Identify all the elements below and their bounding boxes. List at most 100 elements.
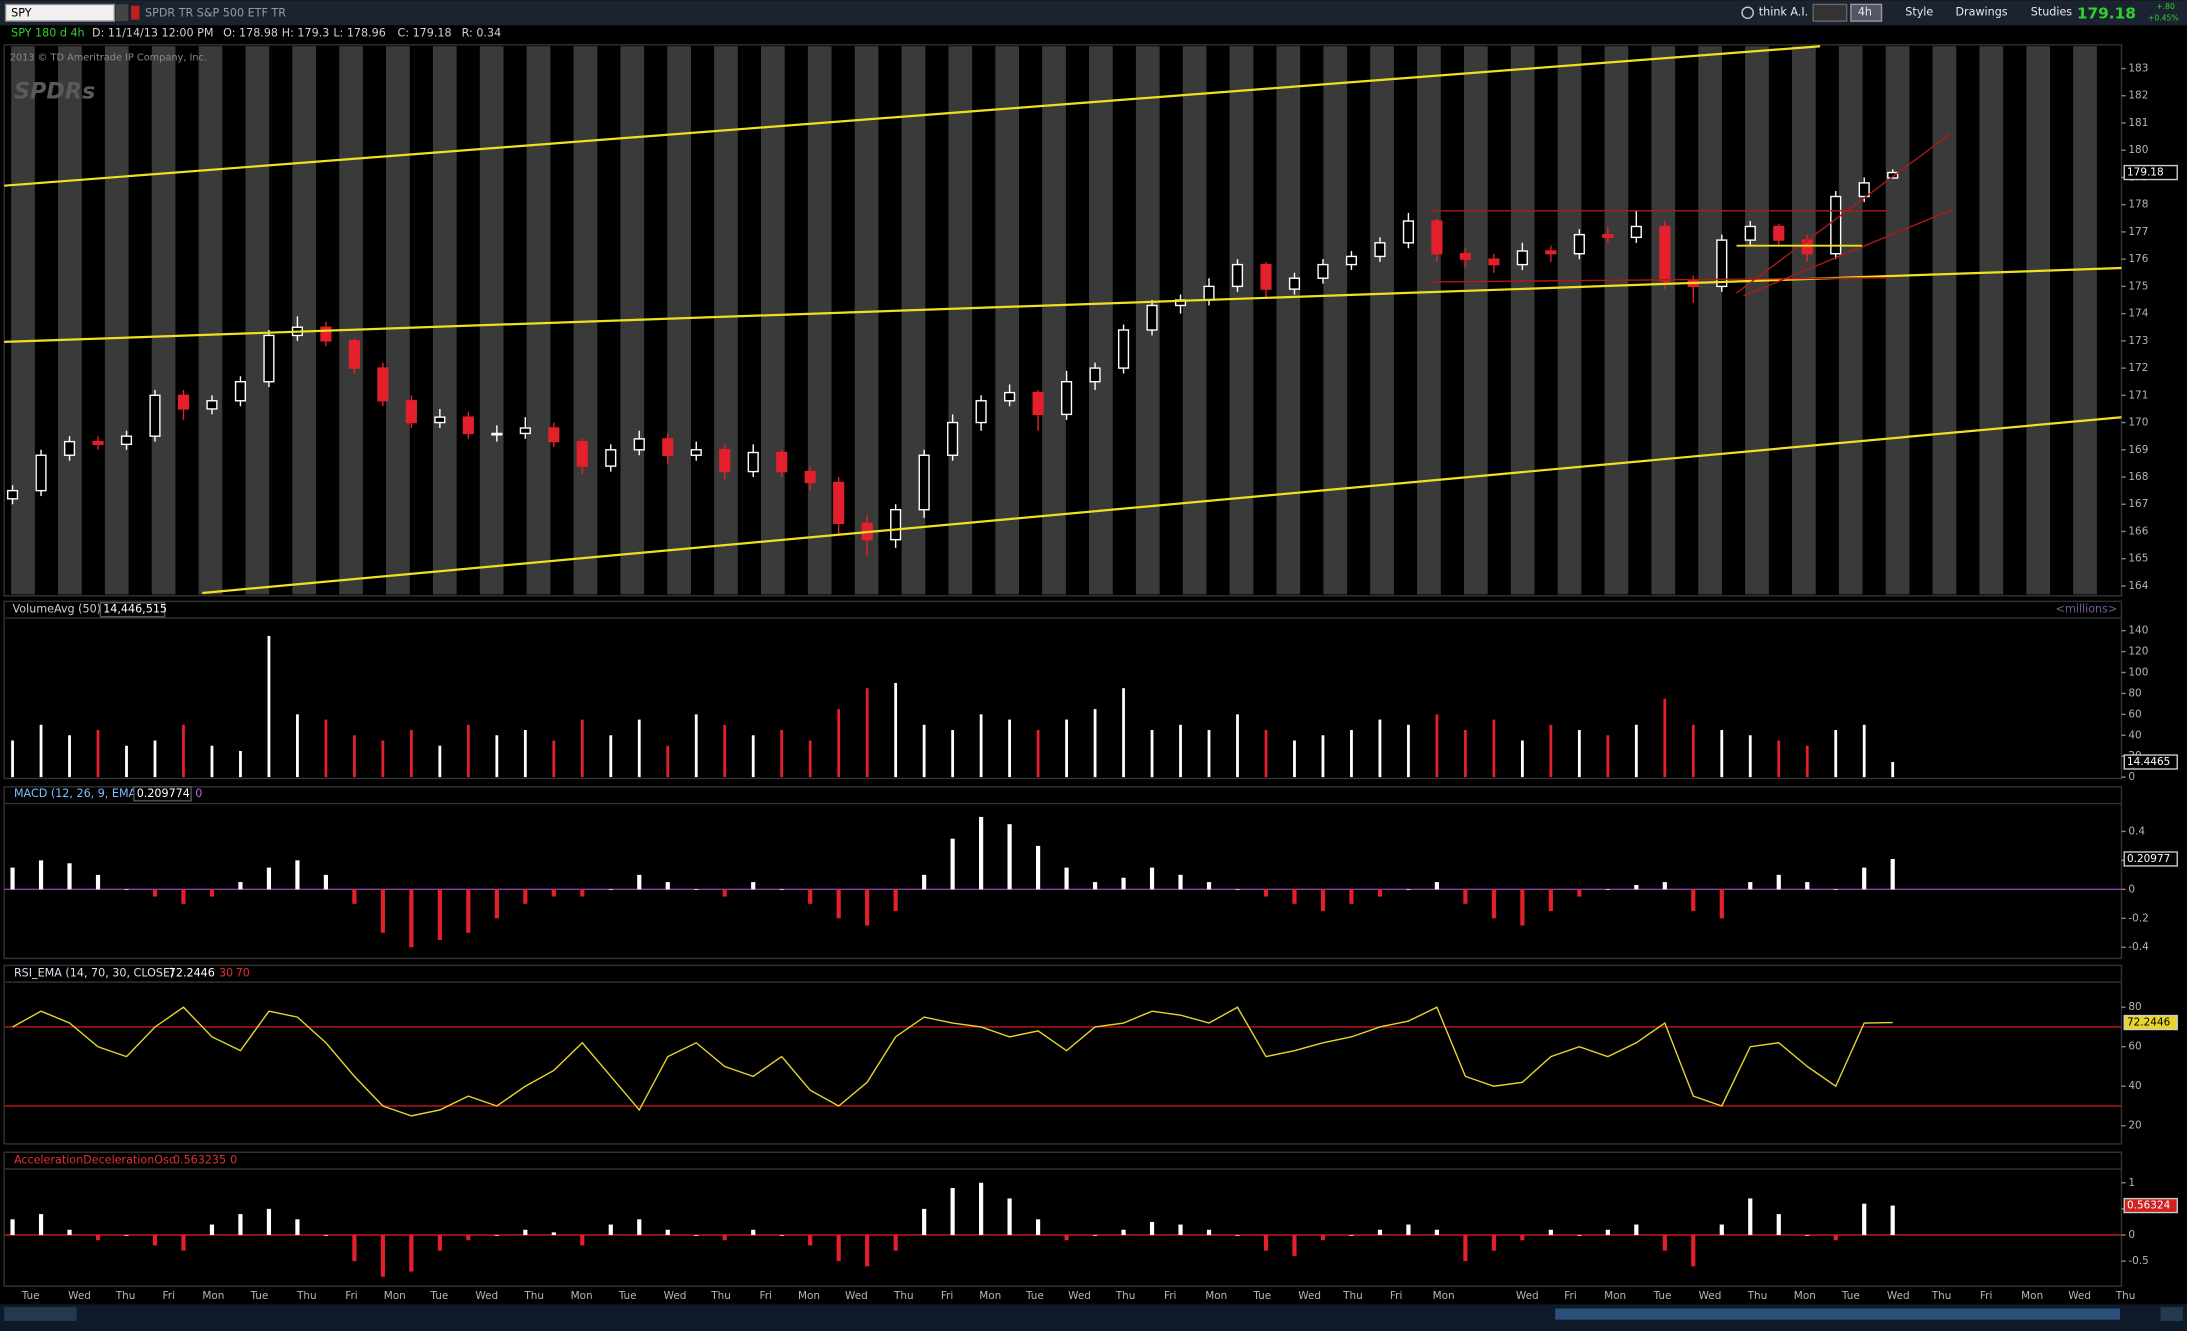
- histogram-bar: [1491, 889, 1496, 919]
- y-tick-label: 80: [2128, 1001, 2141, 1013]
- change-pct: +0.45%: [2148, 13, 2179, 22]
- volume-bar: [1777, 740, 1781, 778]
- tool-button[interactable]: think A.I.: [1759, 6, 1808, 19]
- candle-body: [633, 438, 645, 451]
- ac-panel: [3, 1151, 2123, 1287]
- histogram-bar: [722, 889, 727, 897]
- y-tick-label: 0: [2128, 883, 2135, 895]
- tool-button[interactable]: Studies: [2031, 6, 2073, 19]
- histogram-bar: [1634, 1224, 1639, 1235]
- volume-bar: [1407, 724, 1410, 778]
- histogram-bar: [979, 816, 984, 890]
- histogram-bar: [1206, 882, 1212, 890]
- x-tick-label: Mon: [2021, 1290, 2043, 1302]
- histogram-bar: [1121, 877, 1126, 890]
- ai-icon: [1741, 6, 1754, 20]
- candle-body: [120, 435, 133, 446]
- histogram-bar: [1463, 889, 1468, 904]
- histogram-bar: [779, 889, 784, 891]
- histogram-bar: [979, 1182, 984, 1235]
- x-tick-label: Thu: [1115, 1290, 1136, 1302]
- histogram-bar: [1149, 1221, 1155, 1235]
- histogram-bar: [751, 882, 756, 890]
- stripe: [1042, 46, 1066, 595]
- x-tick-label: Thu: [1342, 1290, 1363, 1302]
- histogram-bar: [893, 889, 898, 912]
- zoom-buttons[interactable]: [4, 1307, 77, 1322]
- last-value: 72.2446: [2127, 1017, 2170, 1029]
- volume-bar: [1634, 724, 1638, 778]
- histogram-bar: [124, 889, 129, 891]
- channel-line: [1743, 208, 1953, 297]
- trendline: [4, 266, 2122, 344]
- histogram-bar: [1007, 1198, 1012, 1235]
- histogram-bar: [1292, 1234, 1297, 1256]
- aggregation-box[interactable]: [1850, 3, 1883, 22]
- histogram-bar: [124, 1234, 129, 1236]
- stripe: [807, 46, 832, 595]
- histogram-bar: [1178, 1224, 1183, 1235]
- candle-body: [1573, 233, 1585, 255]
- scroll-thumb[interactable]: [1555, 1308, 2121, 1320]
- tool-icons[interactable]: [1812, 3, 1848, 22]
- tool-button[interactable]: Style: [1905, 6, 1933, 19]
- x-tick-label: Wed: [1068, 1290, 1091, 1302]
- y-tick-label: 181: [2128, 117, 2148, 129]
- volume-bar: [1464, 730, 1467, 778]
- volume-bar: [922, 724, 926, 778]
- volume-bar: [1891, 762, 1895, 778]
- symbol[interactable]: SPY: [11, 6, 32, 19]
- stripe: [901, 46, 926, 595]
- x-tick-label: Tue: [1653, 1290, 1672, 1302]
- tool-button[interactable]: 4h: [1858, 6, 1872, 19]
- volume-bar: [125, 745, 128, 778]
- trendlines: [4, 45, 2122, 595]
- trendline: [202, 416, 2122, 595]
- last-value-box: [2123, 1014, 2178, 1031]
- volume-avg: 14,446,515: [103, 603, 167, 616]
- histogram-bar: [437, 889, 442, 941]
- histogram-bar: [1776, 874, 1781, 890]
- x-tick-label: Mon: [1205, 1290, 1227, 1302]
- scroll-button[interactable]: [2160, 1307, 2183, 1322]
- rsi-line: [12, 1006, 1893, 1117]
- histogram-bar: [922, 1208, 927, 1235]
- x-tick-label: Wed: [475, 1290, 498, 1302]
- x-tick-label: Fri: [163, 1290, 175, 1302]
- candle-body: [519, 427, 531, 435]
- x-tick-label: Wed: [1298, 1290, 1321, 1302]
- y-tick-label: 164: [2128, 580, 2148, 592]
- chart-layer: 1641651661671681691701711721731741751761…: [4, 63, 2178, 1302]
- histogram-bar: [836, 1234, 841, 1262]
- histogram-bar: [1263, 1234, 1269, 1251]
- symbol-dropdown[interactable]: [115, 4, 129, 22]
- stripe: [526, 46, 551, 595]
- x-tick-label: Wed: [845, 1290, 868, 1302]
- stripe: [1651, 46, 1676, 595]
- volume-bar: [694, 714, 698, 778]
- candle-body: [1744, 225, 1756, 241]
- y-tick-label: 167: [2128, 498, 2148, 510]
- volume-bar: [751, 735, 755, 778]
- histogram-bar: [551, 889, 556, 897]
- macd-panel: [3, 786, 2123, 960]
- candle-body: [320, 326, 332, 342]
- x-tick-label: Wed: [68, 1290, 91, 1302]
- tool-button[interactable]: Drawings: [1955, 6, 2007, 19]
- candle-body: [1459, 253, 1471, 260]
- symbol-box[interactable]: [4, 3, 116, 22]
- histogram-bar: [1662, 882, 1667, 890]
- histogram-bar: [950, 1187, 955, 1235]
- volume-bar: [837, 709, 841, 778]
- x-tick-label: Thu: [710, 1290, 731, 1302]
- histogram-bar: [1377, 1229, 1383, 1235]
- histogram-bar: [1890, 1205, 1895, 1235]
- range-line: [1429, 277, 1890, 283]
- histogram-bar: [1805, 882, 1810, 890]
- histogram-bar: [1263, 889, 1269, 897]
- volume-bar: [1378, 719, 1382, 778]
- last-value: 0.56324: [2127, 1200, 2171, 1212]
- stripe: [1510, 46, 1535, 595]
- candle-body: [576, 440, 588, 467]
